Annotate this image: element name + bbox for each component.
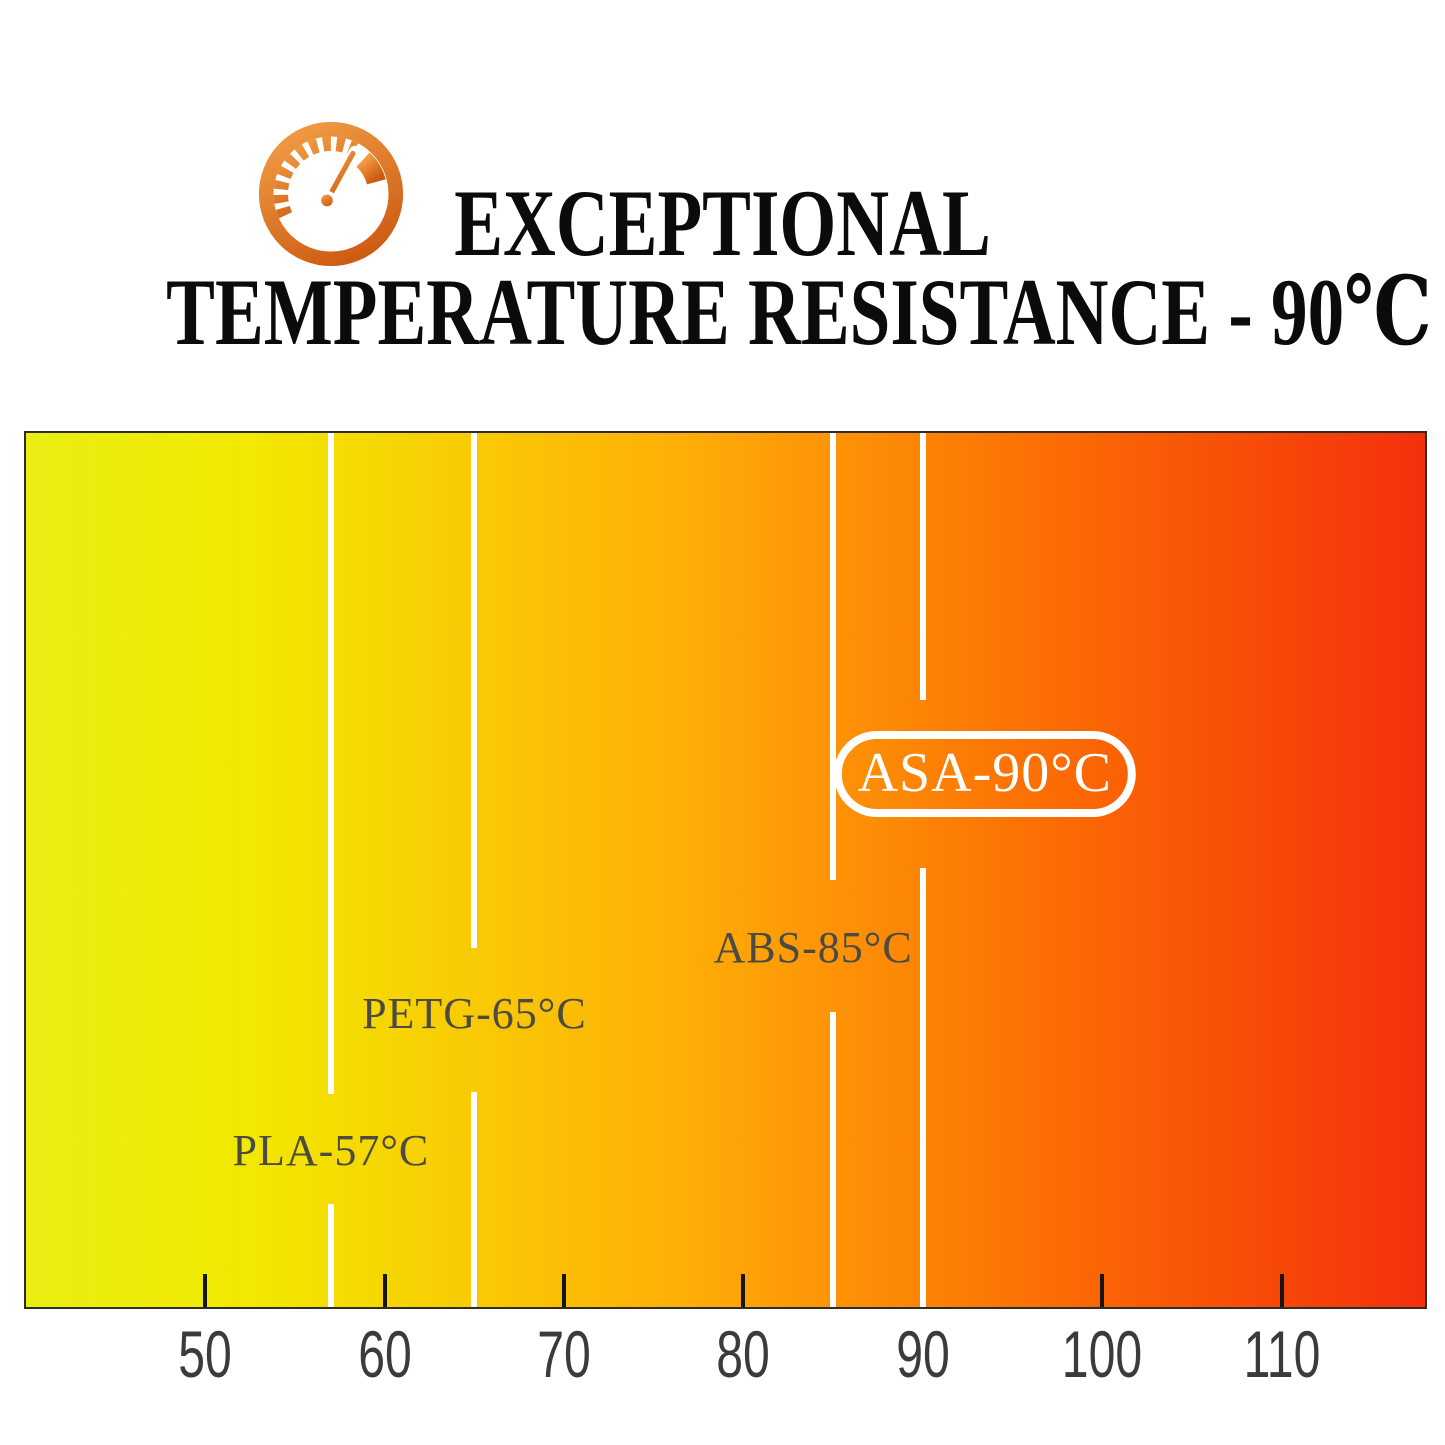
title-line-2: TEMPERATURE RESISTANCE - 90℃ [166,259,1432,365]
marker-line-bottom-asa [919,868,926,1307]
axis-tick-label-80: 80 [716,1317,771,1391]
axis-tick-110 [1279,1274,1284,1307]
axis-tick-label-60: 60 [357,1317,412,1391]
marker-line-bottom-pla [327,1203,334,1307]
axis-tick-label-90: 90 [895,1317,950,1391]
marker-line-bottom-petg [471,1092,478,1307]
gauge-ring [258,121,404,267]
axis-tick-label-70: 70 [537,1317,591,1391]
marker-line-top-petg [471,433,478,948]
highlight-badge-asa: ASA-90°C [833,730,1136,817]
axis-tick-label-100: 100 [1061,1317,1143,1391]
gauge-hub [321,194,333,207]
axis-tick-80 [741,1274,746,1307]
title-line-1: EXCEPTIONAL [454,170,991,276]
material-label-pla: PLA-57°C [232,1125,430,1175]
axis-tick-label-110: 110 [1243,1317,1320,1391]
marker-line-top-abs [830,433,837,880]
axis-tick-label-50: 50 [178,1317,233,1391]
marker-line-top-asa [919,433,926,701]
temperature-scale-chart: 50 60 70 80 90 100 110 PLA-57°C PETG-65°C ABS-85… [24,431,1427,1387]
marker-line-bottom-abs [830,1012,837,1307]
axis-tick-70 [562,1274,567,1307]
gauge-tick-arc [273,136,359,219]
marker-line-top-pla [327,433,334,1094]
temperature-gauge-icon [250,113,412,275]
material-label-abs: ABS-85°C [713,922,913,972]
gauge-solid-arc [356,152,386,185]
gauge-icon-svg [258,121,404,267]
material-label-petg: PETG-65°C [362,989,587,1039]
axis-tick-60 [382,1274,387,1307]
axis-tick-100 [1100,1274,1105,1307]
axis-tick-50 [203,1274,208,1307]
